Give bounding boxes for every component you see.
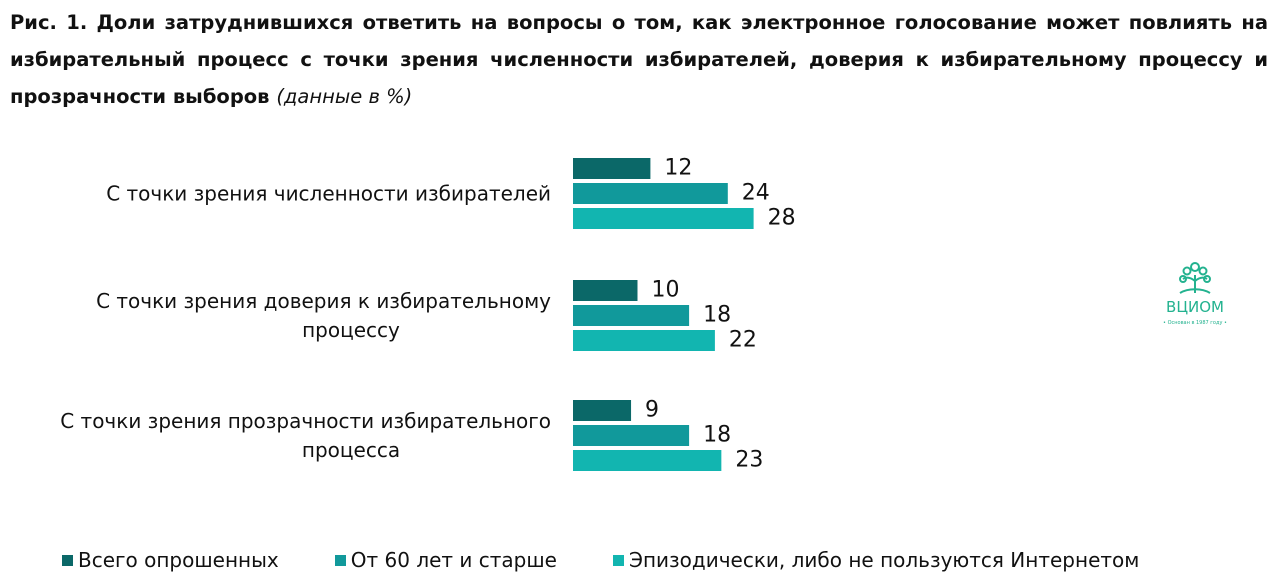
tree-icon <box>1179 262 1211 294</box>
bar <box>573 183 728 204</box>
chart-legend: Всего опрошенных От 60 лет и старше Эпизод… <box>62 545 1139 575</box>
legend-label: Всего опрошенных <box>78 548 279 572</box>
data-label: 10 <box>652 278 680 303</box>
data-label: 23 <box>735 448 763 473</box>
chart-title: Рис. 1. Доли затруднившихся ответить на … <box>10 4 1268 115</box>
chart-title-note: (данные в %) <box>276 85 413 108</box>
chart-title-main: Рис. 1. Доли затруднившихся ответить на … <box>10 11 1268 108</box>
data-label: 18 <box>703 423 731 448</box>
vtsiom-logo: ВЦИОМ • Основан в 1987 году • <box>1163 262 1227 326</box>
legend-item: Эпизодически, либо не пользуются Интерне… <box>612 548 1140 572</box>
bar <box>573 305 690 326</box>
bar <box>573 158 651 179</box>
logo-tagline: • Основан в 1987 году • <box>1163 320 1227 326</box>
bar <box>573 400 632 421</box>
logo-wordmark: ВЦИОМ <box>1166 298 1224 316</box>
bar <box>573 425 690 446</box>
category-label: С точки зрения численности избирателей <box>106 182 551 206</box>
legend-swatch <box>612 554 624 566</box>
data-label: 18 <box>703 303 731 328</box>
legend-item: Всего опрошенных <box>62 548 279 572</box>
data-label: 12 <box>664 156 692 181</box>
bar <box>573 330 715 351</box>
data-label: 9 <box>645 398 659 423</box>
legend-item: От 60 лет и старше <box>334 548 557 572</box>
data-label: 24 <box>742 181 770 206</box>
legend-swatch <box>334 554 346 566</box>
category-label: С точки зрения прозрачности избирательно… <box>60 409 551 462</box>
legend-label: Эпизодически, либо не пользуются Интерне… <box>628 548 1140 572</box>
bar <box>573 208 754 229</box>
bar <box>573 280 638 301</box>
legend-swatch <box>62 554 73 566</box>
bar <box>573 450 722 471</box>
legend-label: От 60 лет и старше <box>350 548 557 572</box>
data-label: 28 <box>768 206 796 231</box>
data-label: 22 <box>729 328 757 353</box>
category-label: С точки зрения доверия к избирательному п… <box>96 289 551 342</box>
